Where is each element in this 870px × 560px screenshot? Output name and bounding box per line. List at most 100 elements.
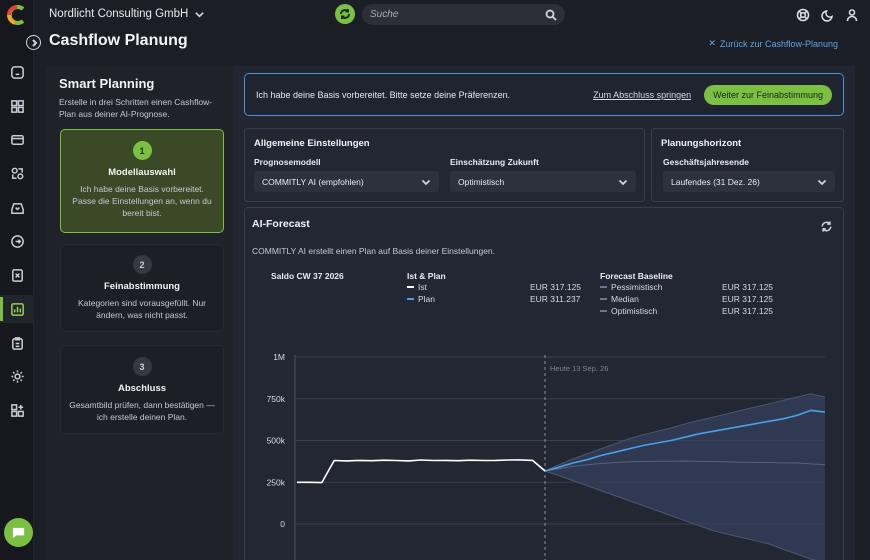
search-bar[interactable] bbox=[362, 4, 565, 25]
ist-plan-header: Ist & Plan bbox=[407, 271, 446, 281]
y-tick-label: 250k bbox=[267, 477, 286, 487]
median-line bbox=[544, 460, 826, 472]
rail-accounts[interactable] bbox=[0, 125, 34, 153]
transfer-icon bbox=[10, 234, 24, 248]
chevron-down-icon bbox=[618, 179, 628, 185]
chat-icon bbox=[12, 527, 25, 539]
chevron-right-icon bbox=[31, 38, 37, 47]
general-settings-title: Allgemeine Einstellungen bbox=[254, 138, 370, 149]
theme-toggle[interactable] bbox=[821, 8, 835, 22]
chart-icon bbox=[10, 302, 24, 316]
search-input[interactable] bbox=[370, 9, 545, 20]
company-name: Nordlicht Consulting GmbH bbox=[49, 8, 189, 20]
rail-home[interactable] bbox=[0, 58, 34, 86]
forecast-chart: 1M 750k 500k 250k 0 Heute 13 Sep. 26 bbox=[267, 352, 826, 560]
next-step-button[interactable]: Weiter zur Feinabstimmung bbox=[704, 84, 832, 105]
legend-optimistic: Optimistisch bbox=[600, 306, 657, 316]
user-menu[interactable] bbox=[845, 8, 859, 22]
home-icon bbox=[10, 65, 24, 79]
pessimistic-line bbox=[544, 470, 817, 560]
refresh-icon bbox=[821, 221, 832, 232]
rail-transfer[interactable] bbox=[0, 227, 34, 255]
chevron-down-icon bbox=[421, 179, 431, 185]
optimistic-swatch bbox=[600, 310, 607, 312]
apps-icon bbox=[10, 403, 24, 417]
accounts-icon bbox=[10, 134, 24, 145]
step-title: Abschluss bbox=[117, 383, 167, 394]
step-finetune[interactable]: 2 Feinabstimmung Kategorien sind vorausg… bbox=[60, 244, 224, 332]
ist-swatch bbox=[407, 286, 414, 288]
y-tick-label: 1M bbox=[273, 352, 285, 362]
step-number: 1 bbox=[132, 141, 152, 160]
chat-button[interactable] bbox=[4, 518, 33, 547]
rail-apps[interactable] bbox=[0, 396, 34, 424]
y-tick-label: 0 bbox=[280, 519, 285, 529]
support-button[interactable] bbox=[796, 8, 810, 22]
optimistic-line bbox=[544, 393, 826, 472]
chevron-down-icon bbox=[817, 179, 827, 185]
y-tick-label: 750k bbox=[267, 394, 286, 404]
legend-ist: Ist bbox=[407, 282, 427, 292]
legend-pessimistic: Pessimistisch bbox=[600, 282, 662, 292]
model-label: Prognosemodell bbox=[254, 157, 321, 167]
planning-horizon-card: Planungshorizont Geschäftsjahresende Lau… bbox=[651, 128, 844, 202]
chevron-down-icon bbox=[195, 11, 205, 18]
step-number: 2 bbox=[132, 255, 152, 274]
step-model[interactable]: 1 Modellauswahl Ich habe deine Basis vor… bbox=[60, 129, 224, 233]
company-switcher[interactable]: Nordlicht Consulting GmbH bbox=[49, 8, 205, 20]
forecast-subtitle: COMMITLY AI erstellt einen Plan auf Basi… bbox=[252, 246, 496, 256]
ist-label: Ist bbox=[418, 282, 427, 292]
fiscal-year-select[interactable]: Laufendes (31 Dez. 26) bbox=[663, 171, 835, 192]
plan-line bbox=[544, 409, 826, 472]
rail-inbox[interactable] bbox=[0, 194, 34, 222]
median-value: EUR 317.125 bbox=[722, 294, 774, 304]
dashboard-icon bbox=[10, 99, 24, 113]
forecast-title: AI-Forecast bbox=[252, 218, 310, 230]
optimistic-label: Optimistisch bbox=[611, 306, 658, 316]
model-select[interactable]: COMMITLY AI (empfohlen) bbox=[254, 171, 439, 192]
nav-rail bbox=[0, 0, 34, 560]
rail-settings[interactable] bbox=[0, 362, 34, 390]
rail-calculator[interactable] bbox=[0, 261, 34, 289]
step-title: Modellauswahl bbox=[108, 167, 176, 178]
fiscal-year-label: Geschäftsjahresende bbox=[663, 157, 749, 167]
ai-forecast-card: AI-Forecast COMMITLY AI erstellt einen P… bbox=[244, 207, 844, 560]
optimistic-value: EUR 317.125 bbox=[722, 306, 774, 316]
today-label: Heute 13 Sep. 26 bbox=[550, 364, 608, 373]
main-content: Ich habe deine Basis vorbereitet. Bitte … bbox=[233, 66, 855, 560]
back-link-label: Zurück zur Cashflow-Planung bbox=[719, 38, 838, 49]
ist-line bbox=[297, 459, 546, 484]
step-description: Kategorien sind vorausgefüllt. Nur änder… bbox=[77, 298, 207, 320]
collapse-button[interactable] bbox=[26, 35, 41, 50]
logo-icon[interactable] bbox=[6, 4, 28, 26]
refresh-button[interactable] bbox=[820, 220, 833, 233]
sync-icon bbox=[340, 9, 350, 19]
page-title: Cashflow Planung bbox=[49, 32, 188, 49]
moon-icon bbox=[821, 10, 833, 22]
outlook-select-value: Optimistisch bbox=[458, 176, 505, 187]
step-finish[interactable]: 3 Abschluss Gesamtbild prüfen, dann best… bbox=[60, 345, 224, 434]
close-icon: ✕ bbox=[708, 38, 716, 48]
pessimistic-value: EUR 317.125 bbox=[722, 282, 774, 292]
search-icon[interactable] bbox=[545, 9, 557, 21]
rail-clipboard[interactable] bbox=[0, 329, 34, 357]
rail-transactions[interactable] bbox=[0, 159, 34, 187]
step-description: Ich habe deine Basis vorbereitet. Passe … bbox=[72, 184, 212, 218]
median-label: Median bbox=[611, 294, 639, 304]
back-link[interactable]: ✕ Zurück zur Cashflow-Planung bbox=[708, 38, 838, 49]
plan-value: EUR 311.237 bbox=[530, 294, 581, 304]
median-swatch bbox=[600, 298, 607, 300]
clipboard-icon bbox=[11, 336, 23, 350]
banner-text: Ich habe deine Basis vorbereitet. Bitte … bbox=[256, 89, 511, 100]
outlook-select[interactable]: Optimistisch bbox=[450, 171, 636, 192]
rail-dashboard[interactable] bbox=[0, 92, 34, 120]
rail-cashflow[interactable] bbox=[0, 295, 34, 323]
settings-icon bbox=[10, 369, 24, 383]
sync-button[interactable] bbox=[335, 4, 355, 24]
support-icon bbox=[796, 8, 810, 22]
step-description: Gesamtbild prüfen, dann bestätigen — ich… bbox=[69, 400, 215, 422]
skip-to-finish-link[interactable]: Zum Abschluss springen bbox=[593, 89, 692, 100]
baseline-header: Forecast Baseline bbox=[600, 271, 673, 281]
y-tick-label: 500k bbox=[267, 436, 286, 446]
forecast-band bbox=[545, 393, 825, 560]
